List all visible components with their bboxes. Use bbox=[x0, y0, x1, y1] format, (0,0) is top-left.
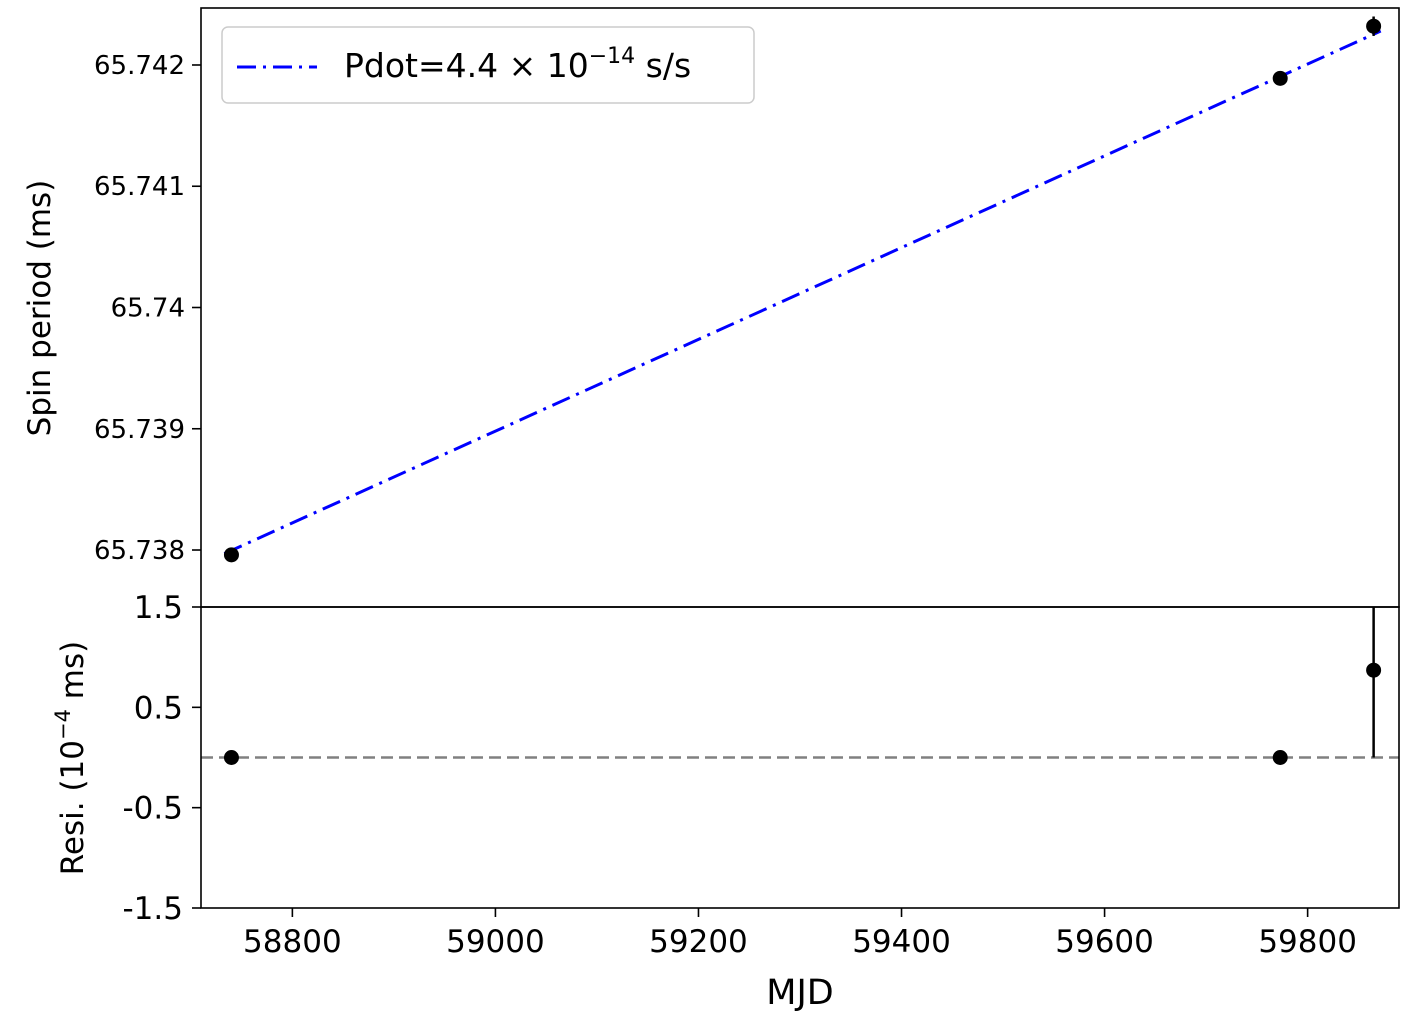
legend-label: Pdot=4.4 × 10−14 s/s bbox=[344, 44, 691, 85]
x-tick-label: 59600 bbox=[1055, 924, 1154, 960]
residual-point bbox=[1366, 662, 1382, 678]
top-panel: 65.738 65.739 65.74 65.741 65.742 Spin perio… bbox=[22, 7, 1400, 608]
top-plot-area bbox=[223, 16, 1382, 563]
residual-point bbox=[223, 750, 239, 765]
bottom-panel-frame bbox=[200, 606, 1400, 909]
bottom-plot-area bbox=[201, 607, 1399, 765]
y-tick-label: 65.741 bbox=[94, 172, 185, 202]
data-point bbox=[1272, 70, 1288, 86]
fit-line bbox=[223, 29, 1382, 556]
y-tick-label: 65.738 bbox=[94, 536, 185, 566]
bottom-y-axis-label: Resi. (10−4 ms) bbox=[51, 641, 91, 876]
x-tick-label: 59400 bbox=[852, 924, 951, 960]
y-tick-label: -0.5 bbox=[123, 791, 184, 827]
top-y-axis-ticks: 65.738 65.739 65.74 65.741 65.742 bbox=[94, 51, 201, 566]
y-tick-label: 65.739 bbox=[94, 415, 185, 445]
y-tick-label: 65.74 bbox=[111, 294, 185, 324]
x-tick-label: 59200 bbox=[649, 924, 748, 960]
x-tick-label: 59000 bbox=[446, 924, 545, 960]
x-tick-label: 59800 bbox=[1258, 924, 1357, 960]
y-tick-label: 65.742 bbox=[94, 51, 185, 81]
bottom-x-axis-ticks: 58800 59000 59200 59400 59600 59800 bbox=[243, 908, 1357, 960]
legend-box bbox=[221, 26, 755, 104]
bottom-y-axis-ticks: -1.5 -0.5 0.5 1.5 bbox=[123, 590, 201, 927]
x-axis-label: MJD bbox=[766, 973, 833, 1013]
residual-point bbox=[1272, 750, 1288, 765]
y-tick-label: -1.5 bbox=[123, 891, 184, 927]
data-point bbox=[1366, 18, 1382, 34]
y-tick-label: 1.5 bbox=[134, 590, 183, 626]
data-point bbox=[223, 547, 239, 563]
bottom-panel: -1.5 -0.5 0.5 1.5 58800 59000 59200 59400 59600… bbox=[51, 590, 1400, 1013]
legend: Pdot=4.4 × 10−14 s/s bbox=[221, 26, 755, 104]
y-tick-label: 0.5 bbox=[134, 690, 183, 726]
x-tick-label: 58800 bbox=[243, 924, 342, 960]
top-y-axis-label: Spin period (ms) bbox=[22, 180, 58, 437]
